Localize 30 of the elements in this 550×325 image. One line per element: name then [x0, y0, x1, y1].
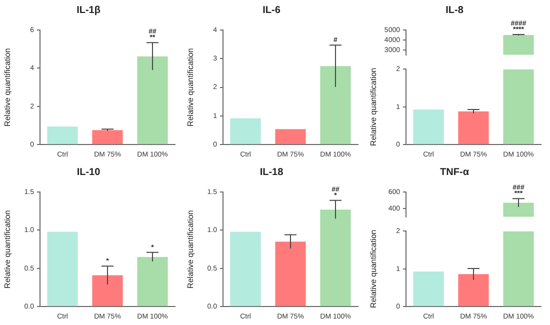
bar	[413, 110, 444, 144]
bar	[503, 231, 534, 306]
y-axis-title: Relative quantification	[186, 210, 196, 288]
y-axis-title: Relative quantification	[369, 68, 378, 146]
bar	[92, 130, 123, 144]
y-axis-title: Relative quantification	[186, 48, 196, 126]
chart-title: IL-10	[76, 166, 101, 178]
bar	[137, 256, 168, 306]
bar	[230, 118, 261, 144]
bar	[137, 56, 168, 144]
bar	[320, 210, 351, 306]
bar	[458, 274, 489, 306]
bar	[320, 66, 351, 144]
chart-title: IL-8	[446, 4, 464, 16]
chart-title: TNF-α	[440, 166, 470, 178]
bar	[275, 242, 306, 306]
y-axis-title: Relative quantification	[3, 48, 12, 126]
chart-title: IL-1β	[76, 4, 100, 16]
chart-title: IL-18	[260, 166, 284, 178]
bar	[503, 69, 534, 144]
bar	[47, 126, 78, 144]
bar	[47, 232, 78, 306]
y-axis-title: Relative quantification	[3, 210, 12, 288]
bar	[413, 272, 444, 306]
bar	[92, 275, 123, 306]
y-axis-title: Relative quantification	[369, 230, 378, 308]
chart-title: IL-6	[262, 4, 281, 16]
bar	[275, 129, 306, 144]
bar	[458, 111, 489, 144]
bar	[230, 232, 261, 306]
